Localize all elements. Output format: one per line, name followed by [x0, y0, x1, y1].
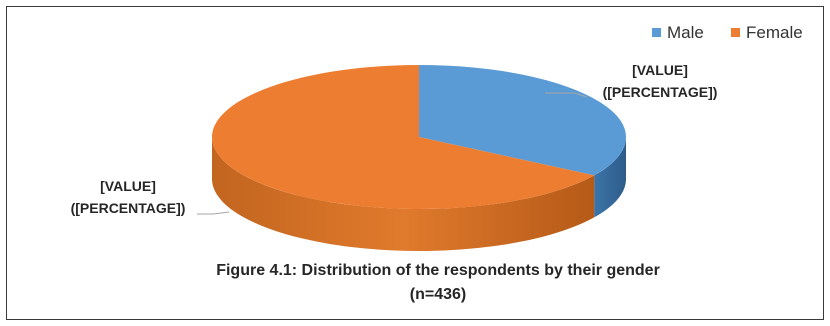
legend-swatch-male: [652, 28, 661, 37]
legend-label-female: Female: [746, 23, 803, 42]
leader-line-female: [197, 211, 230, 215]
legend-swatch-female: [731, 28, 740, 37]
chart-title: Figure 4.1: Distribution of the responde…: [216, 262, 660, 279]
chart-subtitle: (n=436): [410, 286, 466, 303]
pie-side-female: [212, 137, 595, 252]
pie-chart: Male Female [VALUE] ([PERCENTAGE]) [VALU…: [71, 23, 803, 303]
data-label-female-percentage: ([PERCENTAGE]): [71, 200, 186, 216]
pie-slice-female: [211, 65, 595, 209]
legend: Male Female: [652, 23, 803, 42]
pie-side-male: [594, 137, 626, 218]
legend-label-male: Male: [667, 23, 704, 42]
data-label-male-value: [VALUE]: [632, 62, 688, 78]
data-label-female-value: [VALUE]: [100, 178, 156, 194]
chart-frame: Male Female [VALUE] ([PERCENTAGE]) [VALU…: [6, 6, 824, 320]
leader-line-male: [545, 92, 588, 98]
data-label-male-percentage: ([PERCENTAGE]): [603, 84, 718, 100]
